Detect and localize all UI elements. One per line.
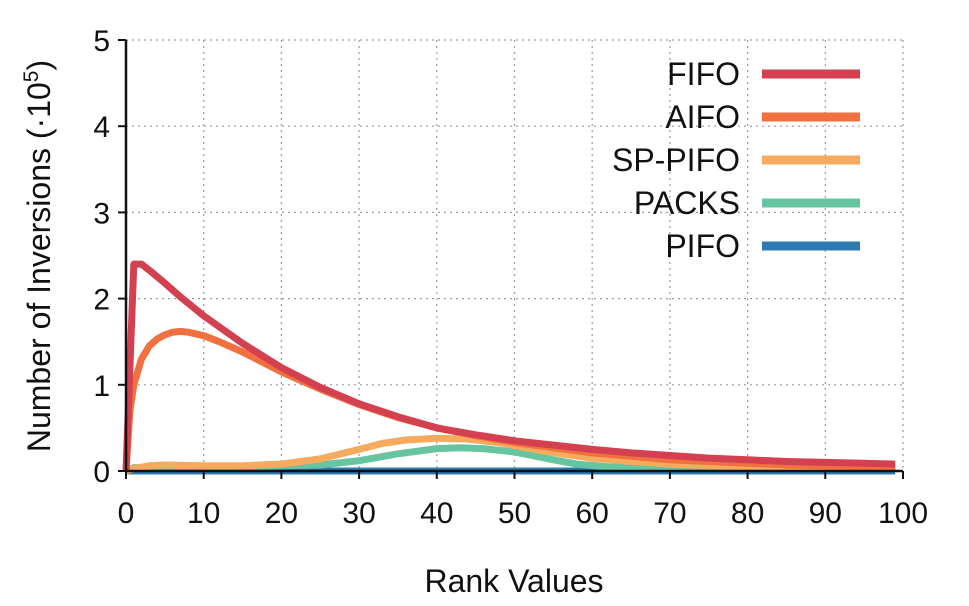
legend-label-sp-pifo: SP-PIFO: [612, 142, 740, 178]
x-tick-label-30: 30: [342, 497, 375, 530]
y-axis-title: Number of Inversions (·105): [20, 60, 57, 452]
legend-label-packs: PACKS: [634, 185, 740, 221]
y-tick-label-1: 1: [93, 370, 110, 403]
series-lines: [122, 260, 896, 475]
x-axis-title: Rank Values: [424, 563, 603, 599]
y-axis-title-exponent: 5: [20, 71, 43, 83]
y-tick-label-0: 0: [93, 456, 110, 489]
y-axis-title-main: Number of Inversions (·10: [21, 82, 57, 452]
y-axis-title-close: ): [21, 60, 57, 71]
legend: FIFO AIFO SP-PIFO PACKS PIFO: [612, 56, 860, 264]
x-tick-label-0: 0: [118, 497, 135, 530]
x-tick-label-60: 60: [576, 497, 609, 530]
x-tick-label-70: 70: [653, 497, 686, 530]
legend-label-fifo: FIFO: [667, 56, 740, 92]
y-tick-label-2: 2: [93, 284, 110, 317]
x-tick-label-10: 10: [187, 497, 220, 530]
grid: [126, 39, 904, 471]
y-tick-label-3: 3: [93, 197, 110, 230]
x-tick-label-80: 80: [731, 497, 764, 530]
legend-label-pifo: PIFO: [665, 228, 740, 264]
y-tick-label-5: 5: [93, 25, 110, 58]
series-line-fifo: [122, 260, 896, 472]
axes: [118, 39, 904, 479]
y-tick-label-4: 4: [93, 111, 110, 144]
legend-label-aifo: AIFO: [665, 99, 740, 135]
x-tick-label-20: 20: [265, 497, 298, 530]
x-tick-label-40: 40: [420, 497, 453, 530]
x-tick-label-100: 100: [878, 497, 928, 530]
x-tick-label-50: 50: [498, 497, 531, 530]
x-tick-label-90: 90: [809, 497, 842, 530]
